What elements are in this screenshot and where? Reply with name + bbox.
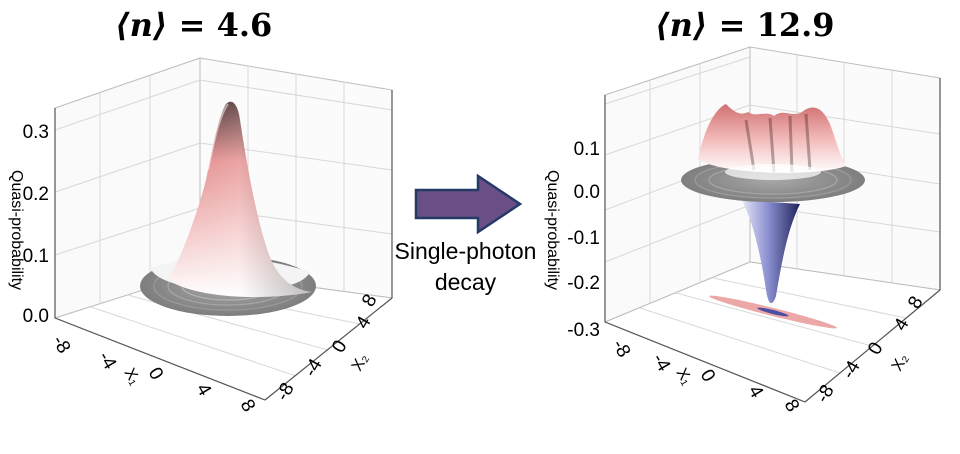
floor-projection xyxy=(708,295,838,329)
negative-dip xyxy=(742,200,800,304)
z-tick: 0.3 xyxy=(23,122,49,143)
z-axis-label: Quasi-probability xyxy=(8,170,25,290)
x1-tick: 4 xyxy=(192,380,216,400)
z-tick: 0.1 xyxy=(23,246,49,267)
left-plot: 0.0 0.1 0.2 0.3 Quasi-probability -8 -4 … xyxy=(8,57,394,416)
x1-tick: 0 xyxy=(144,364,167,384)
x1-tick: 4 xyxy=(744,382,768,402)
x1-tick: -8 xyxy=(48,332,75,357)
mean-photon-value: = 4.6 xyxy=(178,6,273,44)
panel-right-title: ⟨n⟩ = 12.9 xyxy=(655,6,835,44)
x1-tick: 8 xyxy=(780,396,803,416)
decay-arrow xyxy=(414,173,523,235)
grid xyxy=(54,66,393,377)
z-tick: 0.0 xyxy=(23,306,49,327)
x2-axis-label: X₂ xyxy=(889,351,912,374)
z-tick: 0.2 xyxy=(23,184,49,205)
z-tick: -0.3 xyxy=(567,320,600,341)
z-tick: -0.1 xyxy=(567,228,600,249)
x1-tick: 8 xyxy=(236,396,259,416)
x1-axis-label: X₁ xyxy=(121,366,144,388)
decay-caption-line2: decay xyxy=(434,269,497,295)
z-axis-ticks: 0.0 0.1 0.2 0.3 xyxy=(23,122,49,327)
x1-tick: -4 xyxy=(648,350,675,376)
wigner-surface xyxy=(681,104,865,202)
panel-left-title: ⟨n⟩ = 4.6 xyxy=(115,6,272,44)
mean-photon-symbol: ⟨n⟩ xyxy=(655,6,708,44)
z-axis-label: Quasi-probability xyxy=(544,170,561,290)
mean-photon-value: = 12.9 xyxy=(718,6,835,44)
x2-axis-label: X₂ xyxy=(349,351,372,374)
x1-tick: -8 xyxy=(608,336,635,361)
mean-photon-symbol: ⟨n⟩ xyxy=(115,6,168,44)
z-tick: 0.0 xyxy=(574,182,600,203)
x1-axis-label: X₁ xyxy=(673,366,696,388)
right-plot: -0.3 -0.2 -0.1 0.0 0.1 Quasi-probability… xyxy=(544,46,942,416)
x1-tick: 0 xyxy=(696,366,719,386)
decay-caption: Single-photon decay xyxy=(378,236,553,298)
wigner-surface xyxy=(140,101,316,316)
z-tick: 0.1 xyxy=(574,139,600,160)
decay-caption-line1: Single-photon xyxy=(394,238,537,264)
x1-tick: -4 xyxy=(94,348,121,374)
z-tick: -0.2 xyxy=(567,273,600,294)
z-axis-ticks: -0.3 -0.2 -0.1 0.0 0.1 xyxy=(567,139,600,341)
